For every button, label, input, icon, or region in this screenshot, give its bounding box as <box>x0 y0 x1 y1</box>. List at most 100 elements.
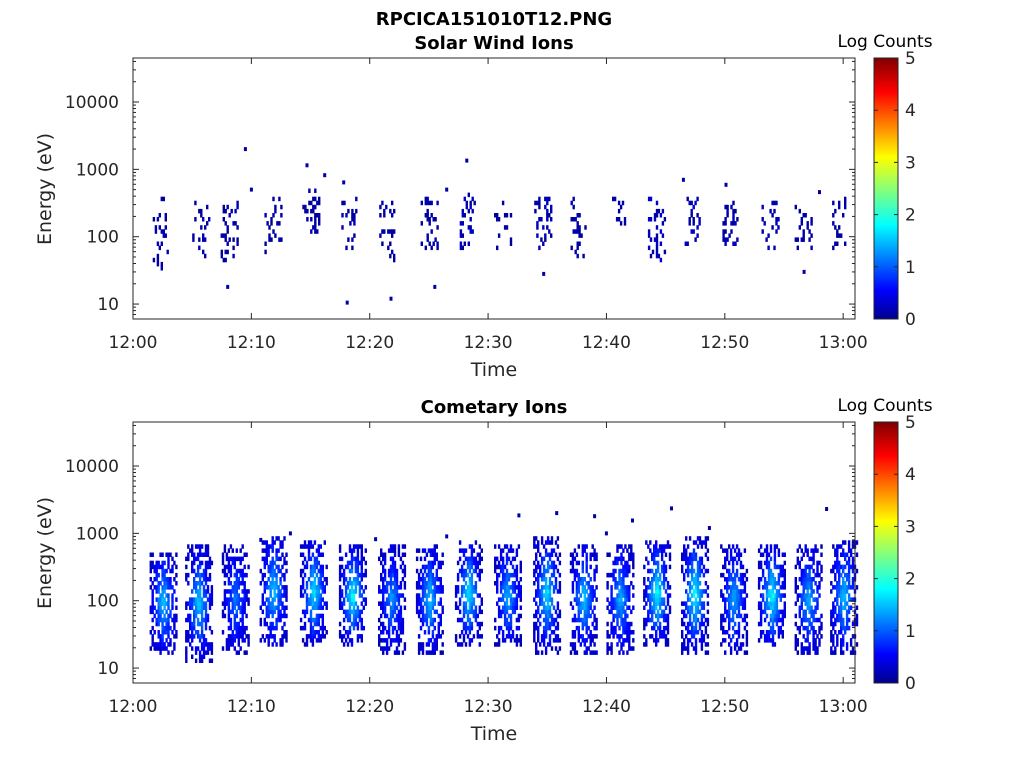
count-cell <box>279 556 282 562</box>
count-cell <box>618 556 621 562</box>
count-cell <box>542 241 545 246</box>
count-cell <box>301 609 305 615</box>
count-cell <box>653 601 656 606</box>
count-cell <box>503 617 507 623</box>
count-cell <box>855 552 859 557</box>
count-cell <box>731 609 735 615</box>
count-cell <box>620 581 623 586</box>
count-cell <box>548 540 552 545</box>
count-cell <box>271 568 274 574</box>
count-cell <box>842 650 845 655</box>
count-cell <box>494 544 497 549</box>
count-cell <box>757 548 761 553</box>
count-cell <box>431 564 435 570</box>
count-cell <box>198 208 201 214</box>
count-cell <box>200 225 203 230</box>
count-cell <box>462 589 466 594</box>
count-cell <box>773 593 777 598</box>
count-cell <box>575 568 579 574</box>
burst <box>185 544 214 663</box>
count-cell <box>702 540 706 545</box>
count-cell <box>382 577 385 582</box>
count-cell <box>624 589 627 594</box>
count-cell <box>794 204 797 210</box>
count-cell <box>474 581 478 586</box>
count-cell <box>321 564 324 570</box>
count-cell <box>347 237 350 242</box>
count-cell <box>618 601 621 606</box>
count-cell <box>540 638 544 643</box>
count-cell <box>834 605 837 610</box>
count-cell <box>202 646 206 651</box>
count-cell <box>389 585 393 590</box>
count-cell <box>470 556 474 562</box>
count-cell <box>283 621 286 627</box>
count-cell <box>773 548 777 553</box>
count-cell <box>194 572 198 578</box>
count-cell <box>830 646 833 651</box>
count-cell <box>458 597 462 602</box>
count-cell <box>315 621 319 627</box>
count-cell <box>421 577 425 582</box>
count-cell <box>362 605 365 610</box>
colorbar-tick-label: 0 <box>905 310 916 330</box>
count-cell <box>191 625 194 631</box>
count-cell <box>515 593 519 598</box>
count-cell <box>548 564 552 570</box>
count-cell <box>471 229 474 234</box>
count-cell <box>196 544 200 549</box>
count-cell <box>694 577 698 582</box>
count-cell <box>198 560 202 566</box>
count-cell <box>593 634 596 639</box>
count-cell <box>806 601 809 606</box>
count-cell <box>235 581 238 586</box>
count-cell <box>435 544 438 549</box>
count-cell <box>474 613 478 619</box>
count-cell <box>279 540 282 545</box>
count-cell <box>535 625 538 631</box>
count-cell <box>832 200 835 206</box>
count-cell <box>247 634 250 639</box>
count-cell <box>759 552 763 557</box>
count-cell <box>771 605 775 610</box>
count-cell <box>757 585 761 590</box>
count-cell <box>653 609 656 615</box>
count-cell <box>155 577 158 582</box>
count-cell <box>519 589 522 594</box>
count-cell <box>816 589 819 594</box>
count-cell <box>649 585 652 590</box>
count-cell <box>763 638 767 643</box>
count-cell <box>610 585 613 590</box>
count-cell <box>618 572 621 578</box>
count-cell <box>544 540 548 545</box>
burst <box>341 196 358 251</box>
count-cell <box>277 548 280 553</box>
count-cell <box>509 237 513 242</box>
count-cell <box>581 577 584 582</box>
count-cell <box>427 564 431 570</box>
count-cell <box>849 548 853 553</box>
count-cell <box>316 200 319 206</box>
count-cell <box>464 568 468 574</box>
count-cell <box>497 613 501 619</box>
count-cell <box>307 552 311 557</box>
count-cell <box>210 560 214 566</box>
count-cell <box>812 589 815 594</box>
count-cell <box>415 568 419 574</box>
count-cell <box>378 638 381 643</box>
count-cell <box>243 585 246 590</box>
count-cell <box>389 548 393 553</box>
count-cell <box>761 204 764 210</box>
count-cell <box>808 605 811 610</box>
count-cell <box>806 650 809 655</box>
count-cell <box>659 213 663 218</box>
count-cell <box>651 634 654 639</box>
count-cell <box>164 213 167 218</box>
count-cell <box>655 544 658 549</box>
count-cell <box>704 589 708 594</box>
count-cell <box>688 221 691 226</box>
count-cell <box>155 646 158 651</box>
count-cell <box>202 654 206 659</box>
count-cell <box>802 577 805 582</box>
count-cell <box>806 221 809 226</box>
